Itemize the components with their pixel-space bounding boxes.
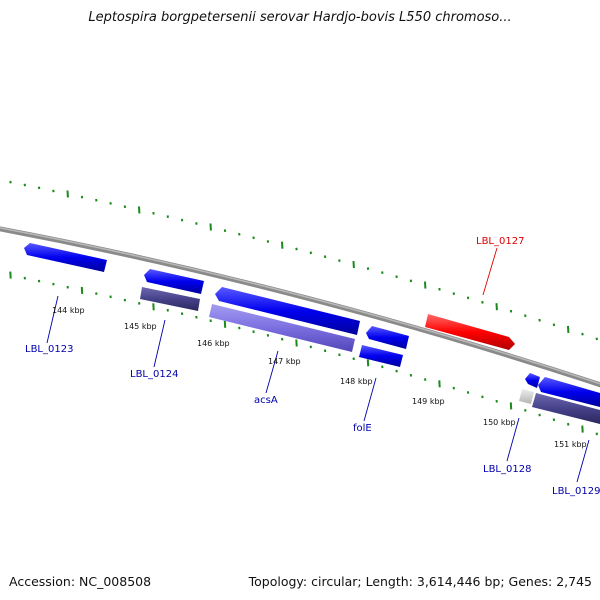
gene-label-lbl-0123[interactable]: LBL_0123 (25, 344, 73, 355)
gene-label-fole[interactable]: folE (353, 423, 372, 434)
feature-fole[interactable] (359, 345, 403, 367)
backbone-highlight (0, 227, 600, 385)
tick-label-151: 151 kbp (554, 440, 587, 449)
gene-lbl-0128-top[interactable] (525, 373, 540, 388)
forward-strand-genes (24, 243, 600, 407)
gene-lbl-0129-top[interactable] (538, 377, 600, 407)
gene-label-acsa[interactable]: acsA (254, 395, 278, 406)
tick-label-145: 145 kbp (124, 322, 157, 331)
gene-lbl-0123[interactable] (24, 243, 107, 272)
gene-label-lbl-0124[interactable]: LBL_0124 (130, 369, 178, 380)
feature-blocks (140, 287, 600, 424)
gene-lbl-0124-top[interactable] (144, 269, 204, 294)
tick-label-148: 148 kbp (340, 377, 373, 386)
gene-label-lbl-0128[interactable]: LBL_0128 (483, 464, 531, 475)
leader-lbl-0128 (506, 417, 520, 462)
feature-lbl-0124[interactable] (140, 287, 200, 311)
leader-lbl-0127 (482, 247, 498, 296)
gene-label-lbl-0129[interactable]: LBL_0129 (552, 486, 600, 497)
tick-label-149: 149 kbp (412, 397, 445, 406)
leader-lbl-0124 (153, 319, 166, 368)
gene-fole-top[interactable] (366, 326, 409, 349)
feature-lbl-0128[interactable] (519, 389, 534, 404)
tick-label-150: 150 kbp (483, 418, 516, 427)
outer-tick-ring (9, 180, 598, 341)
feature-acsa[interactable] (209, 304, 355, 352)
leader-acsa (265, 350, 279, 394)
leader-fole (363, 377, 377, 422)
label-leaders (46, 247, 590, 483)
gene-lbl-0127[interactable] (425, 314, 515, 350)
tick-label-147: 147 kbp (268, 357, 301, 366)
map-title: Leptospira borgpetersenii serovar Hardjo… (88, 10, 512, 25)
inner-tick-ring (9, 271, 598, 436)
gene-acsa-top[interactable] (215, 287, 360, 335)
leader-lbl-0123 (46, 295, 59, 344)
tick-label-144: 144 kbp (52, 306, 85, 315)
feature-lbl-0129[interactable] (532, 393, 600, 424)
gene-labels: LBL_0123 LBL_0124 acsA folE LBL_0127 LBL… (25, 236, 600, 497)
accession-text: Accession: NC_008508 (9, 574, 152, 589)
gene-label-lbl-0127[interactable]: LBL_0127 (476, 236, 524, 247)
tick-label-146: 146 kbp (197, 339, 230, 348)
leader-lbl-0129 (576, 439, 590, 483)
tick-labels: 144 kbp 145 kbp 146 kbp 147 kbp 148 kbp … (52, 306, 587, 449)
genome-summary-text: Topology: circular; Length: 3,614,446 bp… (248, 574, 592, 589)
backbone (0, 226, 600, 388)
